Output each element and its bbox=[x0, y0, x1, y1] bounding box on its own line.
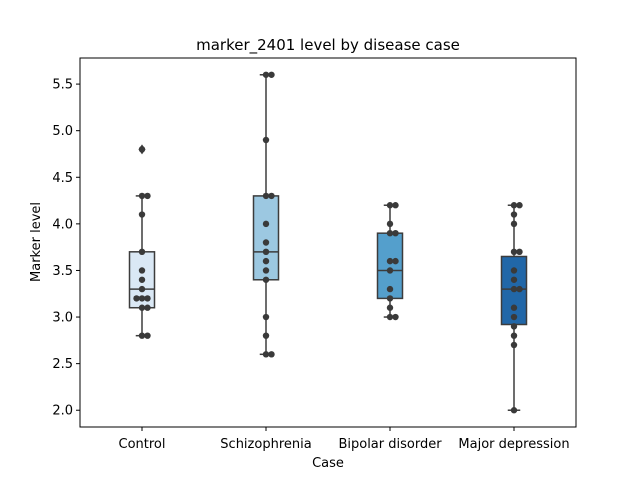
data-point bbox=[510, 313, 518, 321]
data-point bbox=[386, 285, 394, 293]
data-point bbox=[268, 192, 275, 200]
data-point bbox=[138, 211, 146, 218]
data-point bbox=[510, 267, 518, 274]
y-tick-label: 3.0 bbox=[52, 311, 73, 326]
data-point bbox=[386, 257, 394, 265]
data-point bbox=[262, 267, 270, 274]
box-group-schizophrenia bbox=[252, 74, 280, 356]
data-point bbox=[510, 341, 518, 349]
data-point bbox=[516, 285, 523, 293]
data-point bbox=[138, 332, 146, 339]
data-point bbox=[262, 351, 270, 358]
data-point bbox=[144, 332, 151, 339]
data-point bbox=[138, 285, 146, 293]
data-point bbox=[144, 304, 151, 311]
data-point bbox=[262, 71, 270, 78]
data-point bbox=[386, 220, 394, 228]
data-point bbox=[510, 332, 518, 339]
data-point bbox=[133, 295, 140, 302]
data-point bbox=[144, 192, 151, 200]
data-point bbox=[510, 276, 518, 283]
y-tick-label: 4.5 bbox=[52, 171, 73, 186]
data-point bbox=[262, 239, 270, 246]
data-point bbox=[516, 202, 523, 209]
data-point bbox=[144, 295, 151, 302]
chart-title: marker_2401 level by disease case bbox=[196, 36, 460, 55]
data-point bbox=[392, 257, 399, 265]
data-point bbox=[392, 313, 399, 321]
data-point bbox=[386, 229, 394, 237]
data-point bbox=[386, 202, 394, 209]
data-point bbox=[138, 276, 146, 283]
data-point bbox=[510, 248, 518, 256]
x-tick-label: Control bbox=[119, 437, 166, 452]
y-tick-label: 5.5 bbox=[52, 78, 73, 93]
data-point bbox=[138, 295, 146, 302]
data-point bbox=[392, 229, 399, 237]
x-tick-label: Bipolar disorder bbox=[338, 437, 442, 452]
y-tick-label: 2.5 bbox=[52, 357, 73, 372]
data-point bbox=[510, 202, 518, 209]
data-point bbox=[510, 285, 518, 293]
data-point bbox=[510, 211, 518, 218]
data-point bbox=[262, 257, 270, 265]
data-point bbox=[268, 71, 275, 78]
data-point bbox=[510, 323, 518, 330]
plot-frame bbox=[79, 57, 577, 428]
data-point bbox=[386, 295, 394, 302]
data-point bbox=[262, 313, 270, 321]
y-axis-label: Marker level bbox=[29, 202, 44, 282]
data-point bbox=[386, 267, 394, 274]
data-point bbox=[510, 407, 518, 414]
data-point bbox=[386, 304, 394, 311]
data-point bbox=[262, 136, 270, 144]
x-axis-label: Case bbox=[312, 456, 344, 471]
data-point bbox=[262, 276, 270, 283]
data-point bbox=[392, 202, 399, 209]
y-tick-label: 3.5 bbox=[52, 264, 73, 279]
plot-area bbox=[128, 71, 528, 414]
data-point bbox=[510, 220, 518, 228]
data-point bbox=[138, 192, 146, 200]
box bbox=[252, 195, 280, 281]
data-point bbox=[138, 146, 146, 153]
data-point bbox=[138, 248, 146, 256]
data-point bbox=[138, 267, 146, 274]
x-tick-label: Major depression bbox=[458, 437, 569, 452]
data-point bbox=[268, 351, 275, 358]
data-point bbox=[262, 192, 270, 200]
y-tick-label: 2.0 bbox=[52, 404, 73, 419]
data-point bbox=[262, 332, 270, 339]
data-point bbox=[262, 248, 270, 256]
data-point bbox=[510, 304, 518, 311]
x-tick-label: Schizophrenia bbox=[220, 437, 311, 452]
data-point bbox=[386, 313, 394, 321]
data-point bbox=[138, 304, 146, 311]
data-point bbox=[262, 220, 270, 228]
y-tick-label: 4.0 bbox=[52, 217, 73, 232]
data-point bbox=[516, 248, 523, 256]
y-tick-label: 5.0 bbox=[52, 124, 73, 139]
